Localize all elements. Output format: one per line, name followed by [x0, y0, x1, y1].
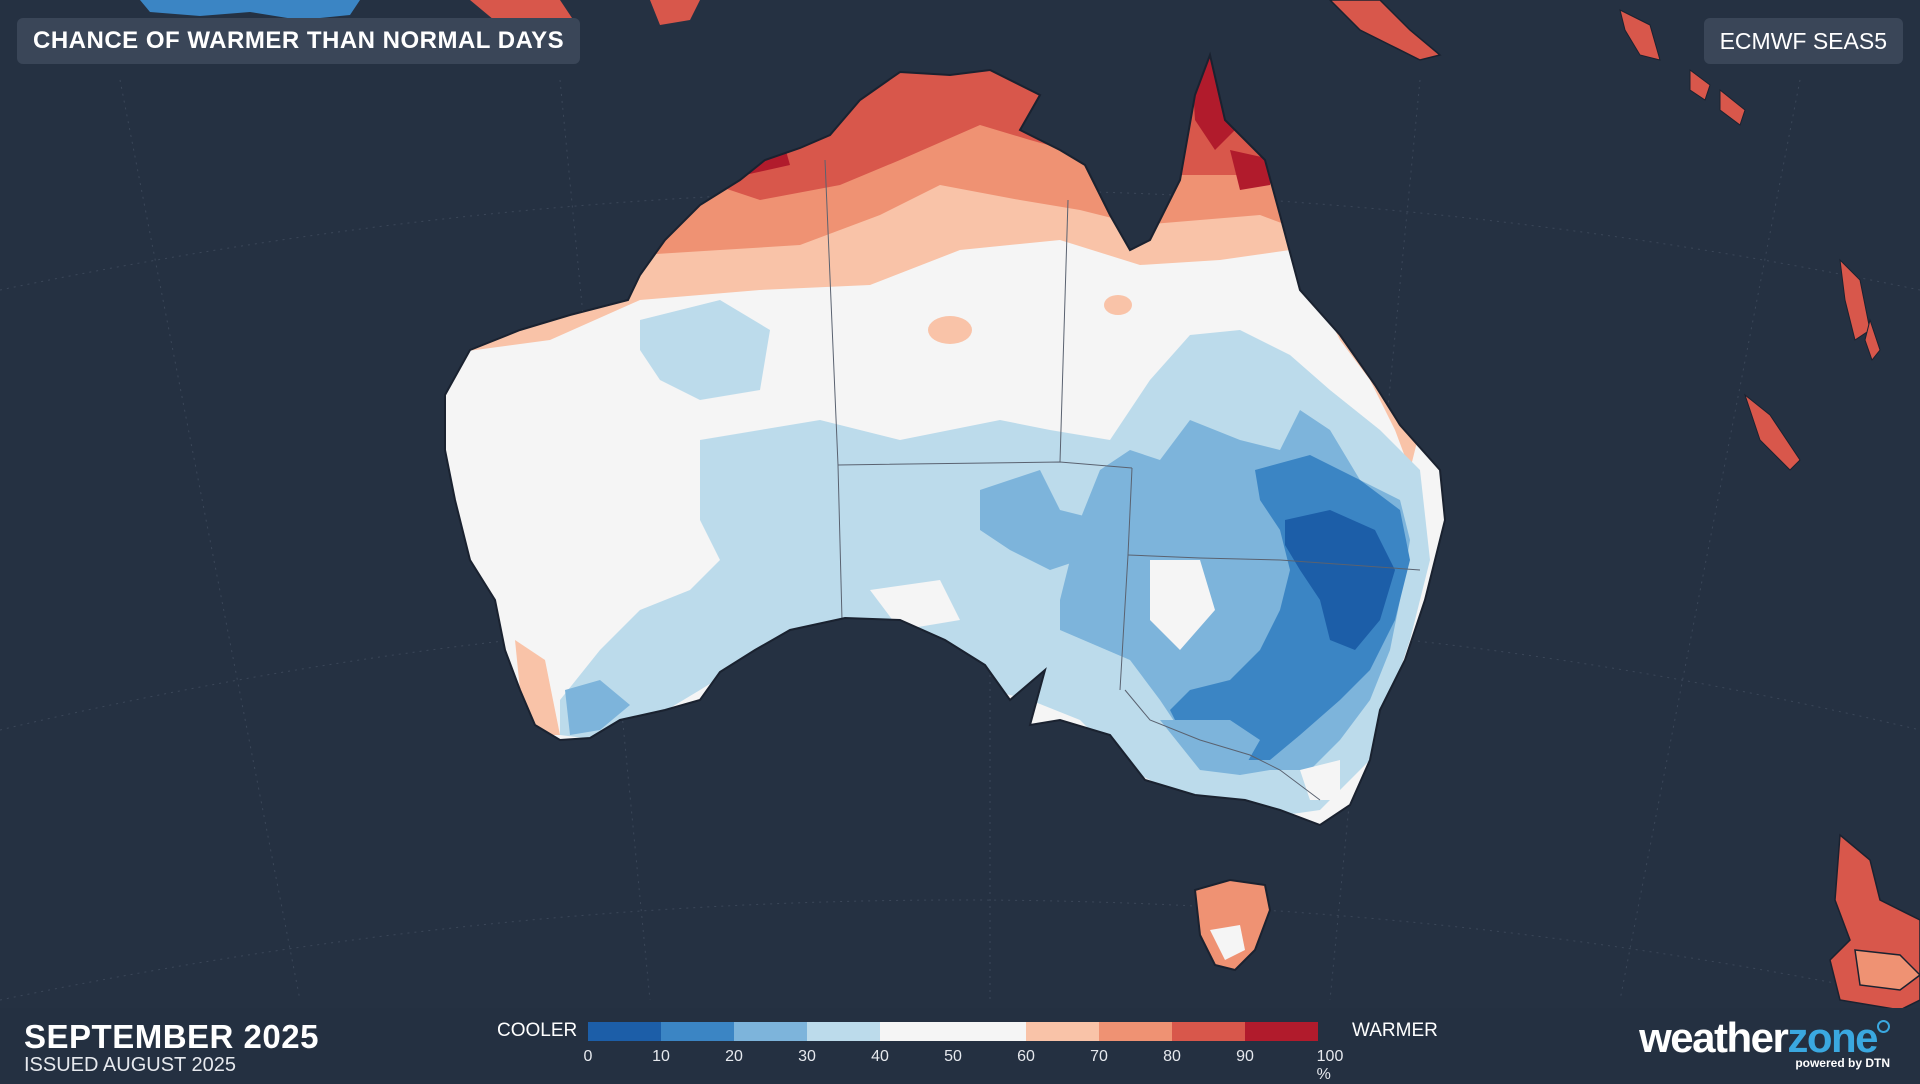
- legend-tick-label: 30: [798, 1048, 816, 1065]
- legend-tick-label: 70: [1090, 1048, 1108, 1065]
- legend-cooler-label: COOLER: [497, 1020, 578, 1041]
- map-title: CHANCE OF WARMER THAN NORMAL DAYS: [17, 18, 581, 64]
- legend-tick-label: 40: [871, 1048, 889, 1065]
- forecast-period: SEPTEMBER 2025: [24, 1018, 319, 1055]
- logo-word-b: zone: [1787, 1014, 1878, 1061]
- footer-bar: SEPTEMBER 2025 ISSUED AUGUST 2025 COOLER…: [0, 1008, 1920, 1083]
- legend-segment: [588, 1022, 661, 1041]
- legend-tick-label: 10: [652, 1048, 670, 1065]
- logo-dot-icon: [1877, 1020, 1890, 1033]
- legend-warmer-label: WARMER: [1352, 1020, 1438, 1041]
- legend-tick-label: 60: [1017, 1048, 1035, 1065]
- tasmania: [1193, 878, 1272, 972]
- logo-word-a: weather: [1639, 1014, 1789, 1061]
- legend-segment: [953, 1022, 1026, 1041]
- issued-date: ISSUED AUGUST 2025: [24, 1054, 236, 1076]
- legend-segment: [1026, 1022, 1099, 1041]
- legend-tick-label: 100 %: [1316, 1048, 1344, 1083]
- legend-ticks: 0 10 20 30 40 50 60 70 80 90 100 %: [584, 1048, 1348, 1083]
- legend-tick-label: 80: [1163, 1048, 1181, 1065]
- legend-segment: [661, 1022, 734, 1041]
- legend-segment: [880, 1022, 953, 1041]
- legend-tick-label: 50: [944, 1048, 962, 1065]
- legend-tick-label: 20: [725, 1048, 743, 1065]
- new-zealand: [1829, 833, 1920, 1011]
- logo-tagline: powered by DTN: [1795, 1056, 1890, 1070]
- australia-outline: [444, 51, 1447, 827]
- pacific-islands: [1619, 9, 1881, 471]
- legend-segment: [1245, 1022, 1318, 1041]
- legend-tick-label: 0: [583, 1048, 593, 1065]
- legend-tick-label: 90: [1236, 1048, 1254, 1065]
- legend-segment: [734, 1022, 807, 1041]
- legend-segment: [807, 1022, 880, 1041]
- legend-segment: [1099, 1022, 1172, 1041]
- legend-color-bar: [588, 1022, 1318, 1041]
- weatherzone-logo: weatherzone powered by DTN: [1639, 1016, 1890, 1070]
- legend-segment: [1172, 1022, 1245, 1041]
- australia-mainland: [445, 55, 1445, 825]
- model-label: ECMWF SEAS5: [1703, 18, 1903, 64]
